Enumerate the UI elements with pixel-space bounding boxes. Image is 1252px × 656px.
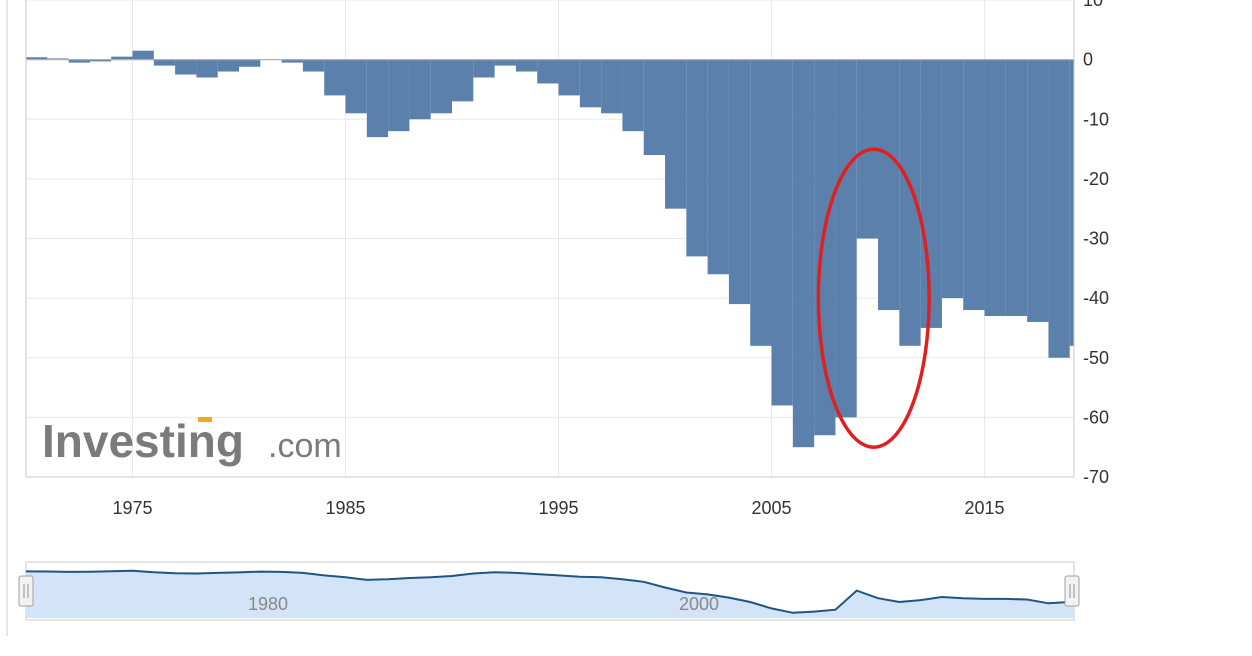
bar — [643, 59, 666, 156]
bar — [68, 59, 90, 63]
navigator-area — [26, 570, 1074, 618]
investing-logo: Investing .com — [42, 415, 342, 467]
x-tick-label: 1975 — [112, 498, 152, 518]
bar — [111, 56, 133, 60]
bar — [217, 59, 240, 72]
y-tick-label: 0 — [1083, 50, 1093, 70]
bar — [494, 59, 516, 66]
bar — [89, 59, 112, 62]
bar — [26, 57, 48, 60]
logo-accent — [198, 417, 212, 422]
navigator-left-handle[interactable] — [18, 575, 34, 607]
bar — [239, 59, 261, 67]
bar — [1005, 59, 1028, 317]
bar — [366, 59, 389, 138]
bar — [771, 59, 793, 406]
y-axis-ticks: 10 0 -10 -20 -30 -40 -50 -60 -70 — [1083, 0, 1109, 487]
bar — [878, 59, 900, 311]
bar — [281, 59, 303, 63]
bar — [814, 59, 836, 436]
y-tick-label: 10 — [1083, 0, 1103, 10]
bar — [1027, 59, 1049, 322]
bar — [430, 59, 453, 114]
bar — [324, 59, 346, 96]
highlight-ellipse — [816, 147, 931, 449]
logo-main-text: Investing — [42, 415, 244, 467]
bar — [409, 59, 431, 120]
y-tick-label: -20 — [1083, 169, 1109, 189]
bar — [153, 59, 176, 66]
bar — [686, 59, 708, 257]
bar — [196, 59, 218, 78]
bar — [515, 59, 538, 72]
bar — [302, 59, 325, 72]
bar — [707, 59, 729, 275]
bar — [750, 59, 772, 346]
bar — [899, 59, 921, 346]
x-tick-label: 1995 — [538, 498, 578, 518]
bar — [920, 59, 942, 328]
bar — [941, 59, 964, 299]
x-tick-label: 2015 — [965, 498, 1005, 518]
navigator-tick-1980: 1980 — [248, 594, 288, 614]
x-tick-label: 1985 — [325, 498, 365, 518]
bar — [622, 59, 644, 132]
bar — [537, 59, 559, 84]
navigator-line — [25, 569, 1074, 614]
bar — [1069, 59, 1074, 346]
bar — [175, 59, 197, 75]
logo-suffix-text: .com — [268, 427, 342, 465]
y-tick-label: -60 — [1083, 407, 1109, 427]
bar — [579, 59, 602, 108]
y-tick-label: -40 — [1083, 288, 1109, 308]
bar — [473, 59, 495, 78]
bar — [963, 59, 985, 311]
bar — [601, 59, 623, 114]
y-tick-label: -30 — [1083, 229, 1109, 249]
bar — [835, 59, 857, 418]
bar — [984, 59, 1006, 317]
bar — [345, 59, 367, 114]
y-tick-label: -50 — [1083, 348, 1109, 368]
navigator-right-handle[interactable] — [1064, 575, 1080, 607]
navigator-tick-2000: 2000 — [679, 594, 719, 614]
bar — [1048, 59, 1070, 358]
bar — [132, 50, 154, 60]
navigator[interactable]: 1980 2000 — [18, 561, 1080, 621]
bar — [558, 59, 580, 96]
x-tick-label: 2005 — [752, 498, 792, 518]
bar — [452, 59, 474, 102]
bar — [388, 59, 410, 132]
bar — [728, 59, 751, 305]
y-tick-label: -70 — [1083, 467, 1109, 487]
x-axis-ticks: 1975 1985 1995 2005 2015 — [112, 498, 1004, 518]
bar — [792, 59, 815, 448]
bar — [665, 59, 687, 209]
y-tick-label: -10 — [1083, 109, 1109, 129]
